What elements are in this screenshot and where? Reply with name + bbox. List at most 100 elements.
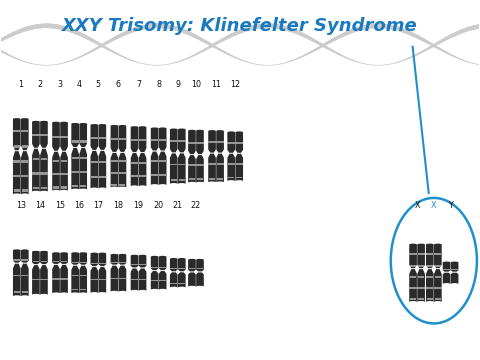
Polygon shape xyxy=(159,267,166,268)
Polygon shape xyxy=(170,129,178,153)
Polygon shape xyxy=(417,269,425,302)
Polygon shape xyxy=(72,261,79,263)
Polygon shape xyxy=(72,140,79,143)
Polygon shape xyxy=(42,264,46,265)
Polygon shape xyxy=(60,122,68,151)
Polygon shape xyxy=(34,264,38,265)
Polygon shape xyxy=(53,160,60,162)
Polygon shape xyxy=(418,265,424,267)
Polygon shape xyxy=(93,266,96,267)
Text: 12: 12 xyxy=(230,80,240,89)
Text: 8: 8 xyxy=(156,80,161,89)
Polygon shape xyxy=(52,252,60,264)
Polygon shape xyxy=(72,275,79,276)
Polygon shape xyxy=(14,189,20,192)
Polygon shape xyxy=(172,152,176,153)
Polygon shape xyxy=(141,152,144,153)
Polygon shape xyxy=(418,276,424,278)
Polygon shape xyxy=(434,269,442,302)
Polygon shape xyxy=(40,172,48,175)
Polygon shape xyxy=(426,269,433,302)
Polygon shape xyxy=(42,148,46,149)
Polygon shape xyxy=(228,142,235,144)
Polygon shape xyxy=(110,153,118,188)
Polygon shape xyxy=(196,155,204,183)
Polygon shape xyxy=(426,276,433,278)
Polygon shape xyxy=(79,123,87,147)
Polygon shape xyxy=(190,271,194,273)
Polygon shape xyxy=(52,278,60,279)
Polygon shape xyxy=(170,153,178,184)
Polygon shape xyxy=(443,273,450,284)
Polygon shape xyxy=(436,268,440,269)
Polygon shape xyxy=(172,271,176,272)
Polygon shape xyxy=(159,256,167,270)
Polygon shape xyxy=(131,264,138,265)
Polygon shape xyxy=(32,134,40,136)
Text: 6: 6 xyxy=(116,80,121,89)
Polygon shape xyxy=(98,136,106,139)
Text: 13: 13 xyxy=(16,202,26,211)
Polygon shape xyxy=(196,130,204,154)
Polygon shape xyxy=(119,172,126,174)
Polygon shape xyxy=(80,289,86,291)
Polygon shape xyxy=(237,153,241,154)
Polygon shape xyxy=(131,175,138,177)
Polygon shape xyxy=(179,179,185,181)
Polygon shape xyxy=(216,130,224,153)
Text: 15: 15 xyxy=(55,202,65,211)
Polygon shape xyxy=(451,273,458,284)
Polygon shape xyxy=(23,150,27,151)
Polygon shape xyxy=(180,271,184,272)
Polygon shape xyxy=(427,298,433,300)
Polygon shape xyxy=(139,279,146,280)
Polygon shape xyxy=(131,153,138,186)
Polygon shape xyxy=(61,186,67,189)
Polygon shape xyxy=(81,147,85,148)
Polygon shape xyxy=(208,153,216,182)
Polygon shape xyxy=(196,164,204,166)
Polygon shape xyxy=(60,278,68,279)
Polygon shape xyxy=(73,265,77,266)
Polygon shape xyxy=(80,171,87,173)
Polygon shape xyxy=(198,154,202,155)
Polygon shape xyxy=(32,121,40,148)
Polygon shape xyxy=(21,249,29,263)
Polygon shape xyxy=(13,151,21,194)
Polygon shape xyxy=(151,267,158,268)
Polygon shape xyxy=(52,136,60,138)
Polygon shape xyxy=(23,263,27,264)
Polygon shape xyxy=(53,186,59,189)
Polygon shape xyxy=(60,152,68,191)
Polygon shape xyxy=(110,266,118,292)
Polygon shape xyxy=(151,152,158,185)
Polygon shape xyxy=(110,125,118,152)
Text: Y: Y xyxy=(448,202,453,211)
Polygon shape xyxy=(119,262,126,263)
Polygon shape xyxy=(52,152,60,191)
Polygon shape xyxy=(435,298,441,300)
Polygon shape xyxy=(409,253,417,255)
Polygon shape xyxy=(22,145,28,148)
Polygon shape xyxy=(409,287,417,289)
Polygon shape xyxy=(139,153,146,186)
Polygon shape xyxy=(208,130,216,153)
Polygon shape xyxy=(218,153,222,154)
Polygon shape xyxy=(426,287,433,289)
Polygon shape xyxy=(111,262,118,263)
Text: 18: 18 xyxy=(113,202,123,211)
Polygon shape xyxy=(34,148,38,149)
Polygon shape xyxy=(236,177,242,179)
Polygon shape xyxy=(99,176,106,178)
Polygon shape xyxy=(170,272,178,288)
Polygon shape xyxy=(60,160,67,162)
Polygon shape xyxy=(32,279,40,280)
Text: 4: 4 xyxy=(77,80,82,89)
Polygon shape xyxy=(131,279,138,280)
Polygon shape xyxy=(235,154,243,181)
Polygon shape xyxy=(72,185,78,187)
Polygon shape xyxy=(409,269,417,302)
Polygon shape xyxy=(119,153,126,188)
Polygon shape xyxy=(208,141,216,143)
Polygon shape xyxy=(409,244,417,268)
